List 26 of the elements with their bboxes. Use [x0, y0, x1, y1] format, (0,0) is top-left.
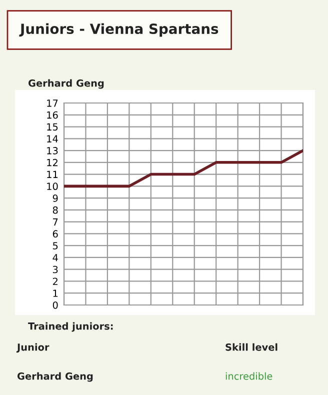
- y-tick-label: 16: [47, 111, 58, 119]
- y-tick-label: 8: [52, 206, 58, 214]
- text: incredible: [226, 372, 272, 380]
- text: Skill level: [226, 343, 278, 351]
- y-tick-label: 3: [53, 266, 58, 274]
- y-tick-label: 14: [47, 135, 58, 142]
- text: Junior: [16, 343, 50, 353]
- y-tick-label: 13: [47, 147, 58, 154]
- y-tick-label: 4: [52, 254, 58, 262]
- y-tick-label: 17: [47, 100, 58, 107]
- y-tick-label: 1: [53, 290, 58, 297]
- y-tick-label: 15: [47, 123, 58, 131]
- y-tick-label: 2: [52, 278, 58, 285]
- chart-title: Juniors - Vienna Spartans: [19, 23, 218, 37]
- y-tick-label: 5: [53, 242, 58, 250]
- y-tick-label: 9: [52, 194, 58, 202]
- y-tick-label: 7: [53, 218, 58, 226]
- y-tick-label: 10: [47, 182, 58, 190]
- y-tick-label: 11: [47, 170, 58, 178]
- text: Gerhard Geng: [17, 372, 93, 382]
- y-tick-label: 12: [47, 158, 58, 166]
- y-tick-label: 6: [52, 230, 58, 238]
- line-series: [64, 149, 303, 188]
- text: Trained juniors:: [28, 322, 113, 332]
- y-tick-label: 0: [52, 301, 58, 309]
- chart-subtitle: Gerhard Geng: [28, 79, 104, 89]
